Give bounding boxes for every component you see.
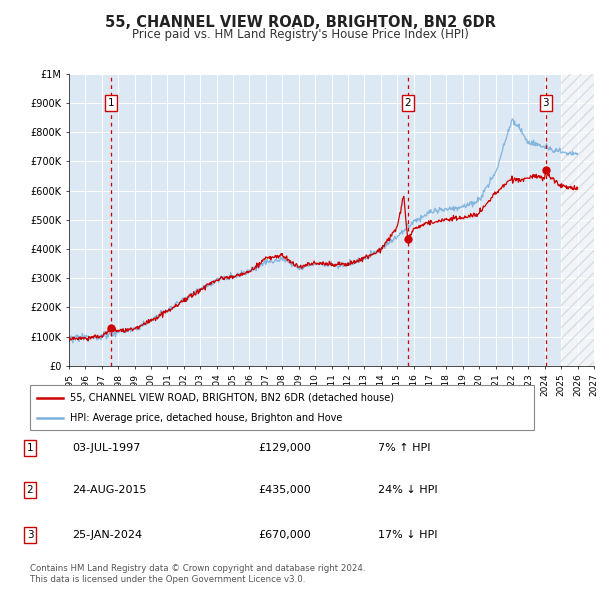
- Text: £129,000: £129,000: [258, 443, 311, 453]
- Text: 17% ↓ HPI: 17% ↓ HPI: [378, 530, 437, 540]
- Text: 55, CHANNEL VIEW ROAD, BRIGHTON, BN2 6DR: 55, CHANNEL VIEW ROAD, BRIGHTON, BN2 6DR: [104, 15, 496, 30]
- Text: Price paid vs. HM Land Registry's House Price Index (HPI): Price paid vs. HM Land Registry's House …: [131, 28, 469, 41]
- Text: This data is licensed under the Open Government Licence v3.0.: This data is licensed under the Open Gov…: [30, 575, 305, 584]
- Text: 24% ↓ HPI: 24% ↓ HPI: [378, 485, 437, 495]
- Text: 1: 1: [107, 98, 114, 108]
- Text: 55, CHANNEL VIEW ROAD, BRIGHTON, BN2 6DR (detached house): 55, CHANNEL VIEW ROAD, BRIGHTON, BN2 6DR…: [70, 393, 394, 402]
- Text: 1: 1: [26, 443, 34, 453]
- Text: £670,000: £670,000: [258, 530, 311, 540]
- Text: 3: 3: [26, 530, 34, 540]
- Text: 7% ↑ HPI: 7% ↑ HPI: [378, 443, 431, 453]
- Text: Contains HM Land Registry data © Crown copyright and database right 2024.: Contains HM Land Registry data © Crown c…: [30, 565, 365, 573]
- Text: 24-AUG-2015: 24-AUG-2015: [72, 485, 146, 495]
- Text: 03-JUL-1997: 03-JUL-1997: [72, 443, 140, 453]
- Text: 3: 3: [542, 98, 549, 108]
- Text: 2: 2: [26, 485, 34, 495]
- Text: 25-JAN-2024: 25-JAN-2024: [72, 530, 142, 540]
- Text: 2: 2: [404, 98, 411, 108]
- Text: £435,000: £435,000: [258, 485, 311, 495]
- Text: HPI: Average price, detached house, Brighton and Hove: HPI: Average price, detached house, Brig…: [70, 414, 343, 424]
